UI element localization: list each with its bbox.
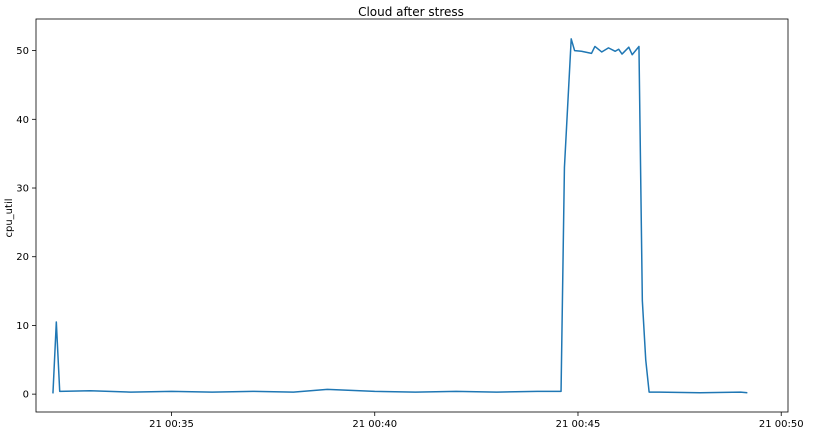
x-tick-label: 21 00:35 bbox=[149, 419, 194, 430]
y-axis-label: cpu_util bbox=[4, 199, 15, 238]
chart-title: Cloud after stress bbox=[358, 5, 464, 19]
y-tick-label: 0 bbox=[23, 390, 29, 401]
y-ticks: 0 10 20 30 40 50 bbox=[16, 46, 36, 401]
cpu-util-line bbox=[52, 38, 748, 394]
x-ticks: 21 00:35 21 00:40 21 00:45 21 00:50 bbox=[149, 412, 804, 430]
x-tick-label: 21 00:45 bbox=[556, 419, 601, 430]
x-tick-label: 21 00:40 bbox=[352, 419, 397, 430]
y-tick-label: 30 bbox=[16, 184, 29, 195]
y-tick-label: 10 bbox=[16, 321, 29, 332]
y-tick-label: 50 bbox=[16, 46, 29, 57]
plot-frame bbox=[35, 18, 789, 413]
y-tick-label: 20 bbox=[16, 252, 29, 263]
x-tick-label: 21 00:50 bbox=[759, 419, 804, 430]
y-tick-label: 40 bbox=[16, 115, 29, 126]
